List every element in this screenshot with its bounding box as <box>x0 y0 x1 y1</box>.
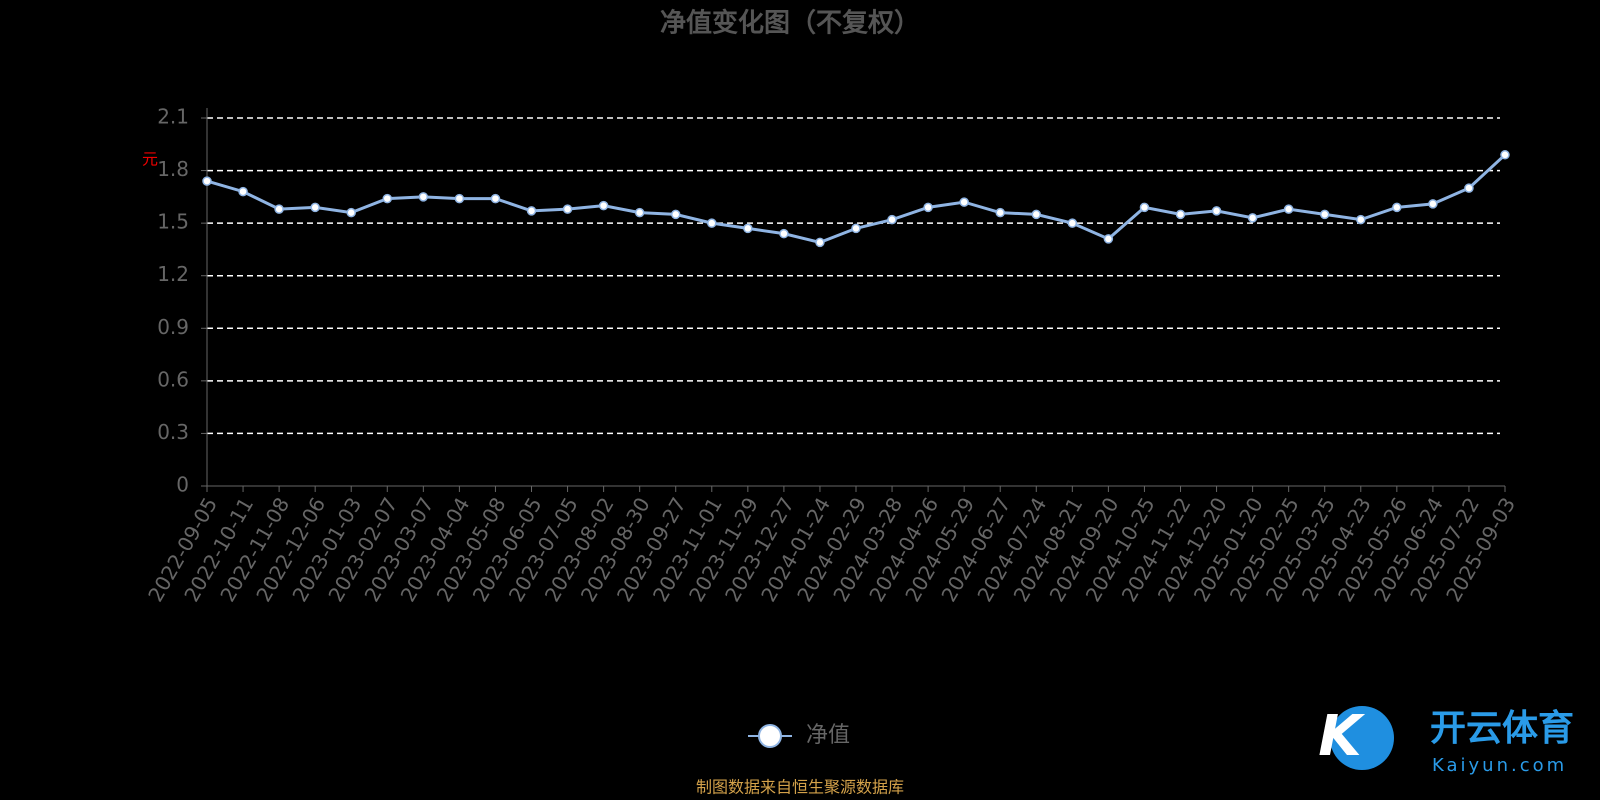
point <box>382 193 393 204</box>
point <box>1392 202 1402 213</box>
y-tick-label: 0.3 <box>157 420 189 444</box>
point <box>743 223 753 234</box>
point <box>310 202 320 213</box>
point <box>1031 209 1042 220</box>
legend-marker <box>758 724 782 748</box>
point <box>202 176 212 186</box>
point <box>490 193 501 204</box>
point <box>707 218 717 228</box>
point <box>238 186 248 197</box>
point <box>1319 209 1330 220</box>
y-axis-unit: 元 <box>142 150 158 169</box>
y-tick-label: 1.8 <box>157 157 189 181</box>
point <box>634 207 645 218</box>
point <box>1428 199 1438 209</box>
y-tick-label: 1.2 <box>157 262 189 286</box>
brand-name: 开云体育 <box>1430 708 1574 749</box>
point <box>995 207 1005 218</box>
point <box>1464 183 1474 193</box>
point <box>1247 213 1258 223</box>
point <box>418 192 429 202</box>
y-tick-label: 1.5 <box>157 210 189 234</box>
point <box>851 223 861 234</box>
point <box>1356 214 1366 225</box>
chart-title: 净值变化图（不复权） <box>660 8 920 39</box>
brand-site: Kaiyun.com <box>1432 755 1567 776</box>
point <box>526 206 537 216</box>
point <box>1175 209 1186 220</box>
point <box>959 197 969 207</box>
point <box>1067 218 1078 228</box>
point <box>1103 234 1114 244</box>
logo-letter: K <box>1318 704 1365 769</box>
point <box>815 237 825 248</box>
point <box>1211 206 1222 216</box>
y-tick-label: 0 <box>176 473 189 497</box>
y-tick-label: 0.6 <box>157 367 189 391</box>
watermark: K 开云体育 Kaiyun.com <box>1318 704 1574 776</box>
point <box>562 204 573 214</box>
logo-icon <box>1330 706 1394 770</box>
legend-label: 净值 <box>806 723 850 748</box>
point <box>1500 150 1510 160</box>
point <box>1283 204 1294 214</box>
source-note: 制图数据来自恒生聚源数据库 <box>696 778 904 797</box>
point <box>779 228 789 239</box>
point <box>598 200 609 211</box>
point <box>923 202 933 213</box>
point <box>1139 202 1150 213</box>
point <box>454 193 465 204</box>
point <box>670 209 681 220</box>
point <box>887 214 897 225</box>
point <box>346 207 356 218</box>
point <box>274 204 284 214</box>
y-tick-label: 0.9 <box>157 315 189 339</box>
y-tick-label: 2.1 <box>157 105 189 129</box>
